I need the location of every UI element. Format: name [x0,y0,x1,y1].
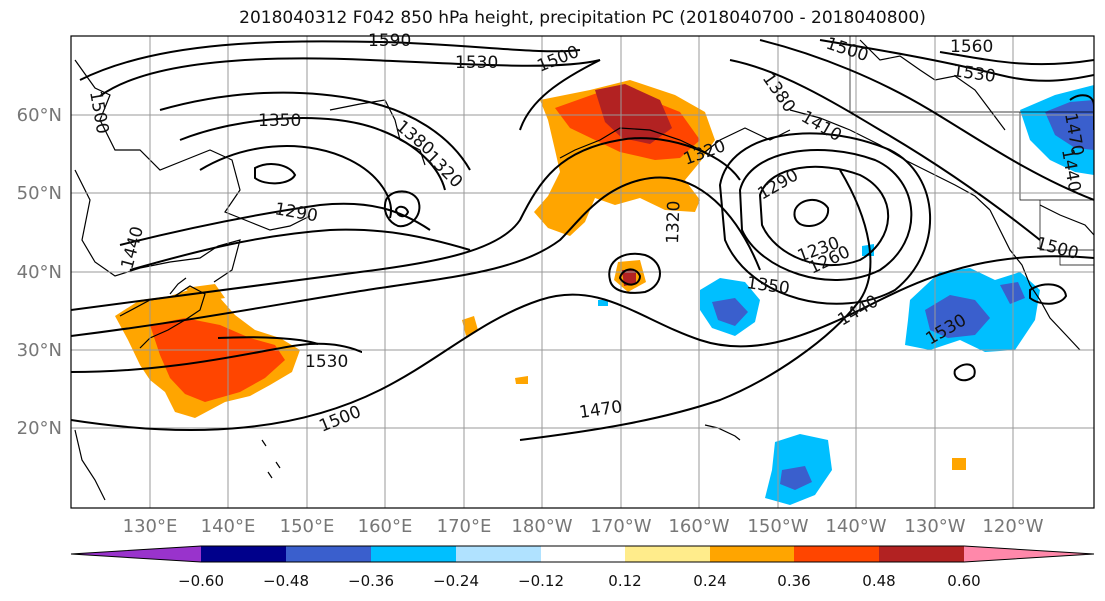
colorbar-tick-label: 0.12 [608,572,641,590]
lon-label: 170°E [437,516,492,537]
lon-label: 120°W [982,516,1043,537]
contour-label: 1350 [258,111,301,131]
colorbar-segment [794,546,879,562]
lon-label: 150°E [280,516,335,537]
contour-label: 1530 [455,53,498,73]
lon-label: 130°E [123,516,178,537]
lon-label: 140°E [201,516,256,537]
colorbar-tick-label: −0.24 [433,572,479,590]
colorbar-segment [964,546,1094,562]
lon-label: 140°W [825,516,886,537]
colorbar-segment [71,546,201,562]
contour-label: 1560 [950,37,993,57]
contour-label: 1590 [368,31,411,51]
lat-label: 30°N [17,340,62,361]
colorbar-outline [70,545,1095,563]
lat-label: 60°N [17,105,62,126]
lon-label: 170°W [590,516,651,537]
map-frame [70,35,1095,509]
gridlines [71,36,1094,508]
lon-label: 130°W [904,516,965,537]
lon-label: 160°W [668,516,729,537]
colorbar-segment [710,546,794,562]
latitude-labels: 60°N 50°N 40°N 30°N 20°N [17,105,62,439]
colorbar [70,545,1095,563]
colorbar-segment [879,546,964,562]
colorbar-segment [286,546,371,562]
contour-label: 1320 [663,200,684,244]
longitude-labels: 130°E 140°E 150°E 160°E 170°E 180°W 170°… [123,516,1044,537]
colorbar-tick-label: 0.36 [777,572,810,590]
colorbar-tick-label: −0.60 [178,572,224,590]
colorbar-segment [625,546,710,562]
contour-label: 1530 [305,352,348,372]
colorbar-segment [456,546,541,562]
colorbar-tick-label: 0.48 [862,572,895,590]
lon-label: 150°W [747,516,808,537]
precip-anomaly-shading [115,80,1094,505]
colorbar-segment [201,546,286,562]
map-title: 2018040312 F042 850 hPa height, precipit… [239,8,926,28]
colorbar-tick-label: −0.36 [348,572,394,590]
lat-label: 40°N [17,262,62,283]
colorbar-tick-label: 0.60 [947,572,980,590]
colorbar-segment [541,546,625,562]
lat-label: 20°N [17,418,62,439]
height-contours [71,39,1094,441]
colorbar-segment [371,546,456,562]
lon-label: 160°E [358,516,413,537]
colorbar-tick-label: −0.48 [263,572,309,590]
lon-label: 180°W [511,516,572,537]
colorbar-tick-labels: −0.60 −0.48 −0.36 −0.24 −0.12 0.12 0.24 … [178,572,981,590]
lat-label: 50°N [17,183,62,204]
colorbar-tick-label: −0.12 [518,572,564,590]
colorbar-tick-label: 0.24 [693,572,726,590]
